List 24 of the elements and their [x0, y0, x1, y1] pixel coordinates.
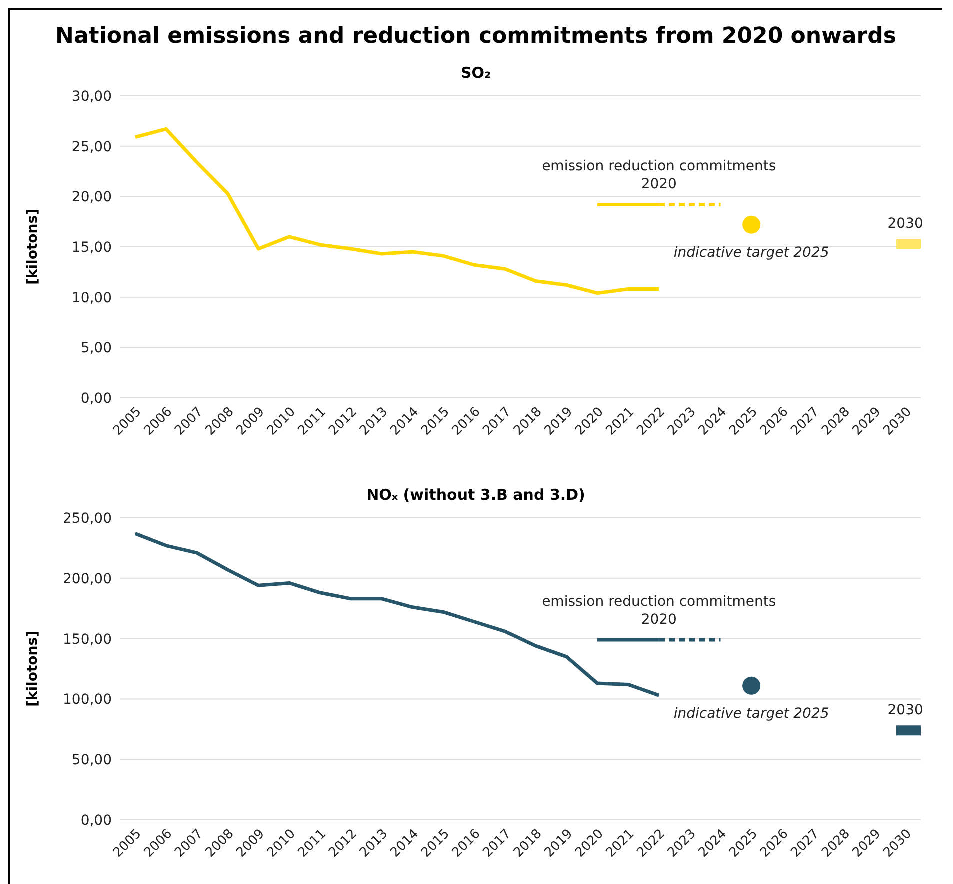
chart-subtitle: NOₓ (without 3.B and 3.D) — [366, 486, 586, 506]
y-axis-title: [kilotons] — [24, 209, 41, 285]
y-tick-label: 10,00 — [72, 290, 112, 306]
y-tick-label: 20,00 — [72, 190, 112, 206]
y-tick-label: 5,00 — [80, 340, 112, 357]
annotation: indicative target 2025 — [674, 244, 830, 261]
y-tick-label: 0,00 — [80, 812, 112, 829]
annotation: emission reduction commitments 2020 — [542, 594, 776, 628]
y-tick-label: 100,00 — [63, 692, 112, 708]
annotation: 2030 — [888, 702, 924, 719]
y-tick-label: 200,00 — [63, 571, 112, 588]
annotation: emission reduction commitments 2020 — [542, 158, 776, 193]
y-tick-label: 15,00 — [72, 240, 112, 256]
y-tick-label: 30,00 — [72, 88, 112, 105]
chart-subtitle: SO₂ — [460, 64, 492, 84]
annotation: 2030 — [888, 216, 924, 232]
y-tick-label: 150,00 — [63, 632, 112, 648]
y-tick-label: 0,00 — [80, 390, 112, 407]
y-tick-label: 25,00 — [72, 139, 112, 156]
chart-title: National emissions and reduction commitments from 2020 onwards — [54, 23, 898, 51]
annotation: indicative target 2025 — [674, 706, 830, 722]
y-tick-label: 50,00 — [72, 752, 112, 769]
y-axis-title: [kilotons] — [24, 631, 41, 707]
y-tick-label: 250,00 — [63, 510, 112, 527]
